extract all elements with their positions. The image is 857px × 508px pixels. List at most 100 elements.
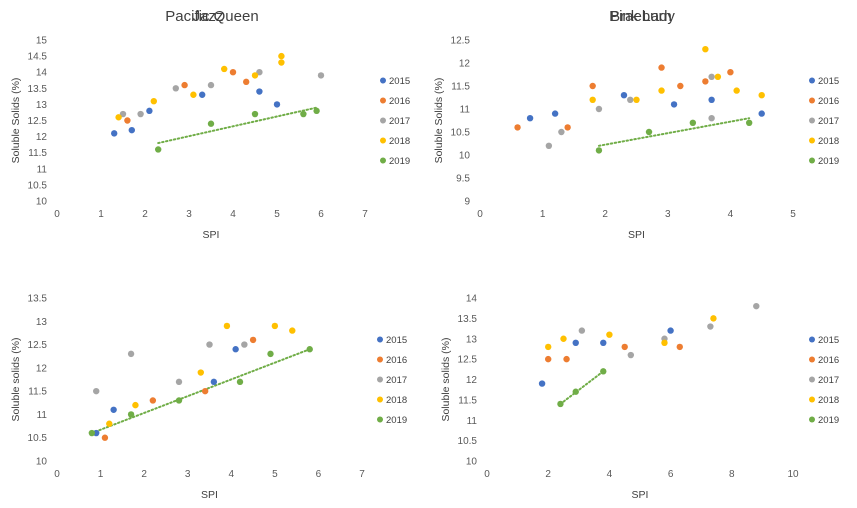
legend-marker-2015 [809,336,815,343]
legend-marker-2016 [377,356,383,363]
data-point-2017 [753,302,760,310]
y-tick-label: 11.5 [458,395,477,406]
y-tick-label: 11 [460,105,471,116]
data-point-2017 [175,378,183,386]
legend-label: 2015 [389,76,410,87]
y-tick-label: 9 [464,197,470,208]
x-tick-label: 0 [484,469,490,480]
data-point-2017 [627,96,634,104]
data-point-2017 [627,351,635,359]
legend-label: 2018 [386,395,407,406]
data-point-2016 [676,343,683,351]
legend-marker-2017 [809,376,815,383]
data-point-2018 [223,322,231,330]
y-tick-label: 11.5 [451,82,470,93]
y-tick-label: 11.5 [28,387,47,398]
legend-marker-2017 [380,117,386,124]
x-tick-label: 5 [272,469,278,480]
data-point-2019 [745,119,753,127]
legend-marker-2019 [809,157,815,164]
data-point-2019 [689,119,697,127]
data-point-2017 [707,323,714,330]
data-point-2016 [201,387,209,395]
data-point-2018 [714,73,722,81]
data-point-2019 [600,368,607,375]
x-tick-label: 4 [230,209,236,220]
data-point-2018 [278,59,285,66]
x-tick-label: 1 [540,209,546,220]
data-point-2016 [249,336,257,344]
data-point-2015 [572,339,579,347]
data-point-2016 [229,69,237,76]
legend-label: 2017 [386,375,407,386]
data-point-2018 [150,97,157,105]
legend-marker-2019 [809,416,815,423]
y-tick-label: 10 [36,197,48,208]
data-point-2015 [526,115,534,122]
legend-label: 2019 [389,156,410,167]
y-tick-label: 10.5 [458,436,478,447]
data-point-2017 [558,128,565,136]
data-point-2018 [661,339,668,347]
data-point-2018 [560,335,567,342]
legend-marker-2015 [380,77,386,84]
data-point-2018 [710,315,717,322]
data-point-2017 [545,142,553,149]
x-tick-label: 6 [316,469,322,480]
legend-marker-2017 [377,376,383,383]
data-point-2017 [256,69,263,76]
data-point-2015 [620,92,628,99]
data-point-2019 [572,388,579,395]
y-tick-label: 13.5 [28,84,48,95]
x-tick-label: 1 [98,209,104,220]
data-point-2015 [551,110,559,117]
data-point-2018 [115,114,122,121]
trendline-2019 [157,106,318,145]
data-point-2019 [595,147,603,154]
y-axis-title: Soluble Solids (%) [10,78,22,164]
legend-label: 2018 [818,395,839,406]
legend-marker-2015 [377,336,383,343]
legend-marker-2018 [809,396,815,403]
data-point-2015 [273,101,281,108]
legend-marker-2015 [809,77,815,84]
legend-label: 2019 [818,156,839,167]
data-point-2015 [110,406,117,413]
data-point-2019 [175,397,183,404]
legend-label: 2018 [389,136,410,147]
y-tick-label: 10 [36,457,48,468]
legend-label: 2016 [818,96,839,107]
y-tick-label: 13 [466,334,478,345]
legend-marker-2016 [809,356,815,363]
x-tick-label: 7 [362,209,368,220]
x-tick-label: 3 [185,469,191,480]
data-point-2017 [137,110,144,118]
data-point-2018 [633,96,640,104]
data-point-2015 [210,378,218,386]
data-point-2016 [149,397,157,404]
y-tick-label: 12 [459,59,471,70]
chart-title: Jazz [193,8,224,25]
data-point-2019 [306,346,313,353]
data-point-2015 [232,346,239,353]
data-point-2018 [606,331,613,338]
legend-marker-2016 [380,97,386,104]
data-point-2016 [101,434,109,441]
data-point-2017 [578,327,586,334]
x-tick-label: 0 [477,209,483,220]
data-point-2018 [758,92,765,99]
data-point-2015 [199,91,206,98]
y-axis-title: Soluble Solids (%) [433,78,445,164]
data-point-2019 [155,146,162,153]
y-tick-label: 14 [36,68,48,79]
data-point-2019 [207,120,215,127]
data-point-2018 [658,87,665,94]
data-point-2015 [128,126,135,134]
y-tick-label: 11 [467,416,478,427]
data-point-2017 [127,350,135,358]
x-tick-label: 5 [274,209,280,220]
legend-label: 2017 [389,116,410,127]
x-tick-label: 4 [728,209,734,220]
legend-label: 2017 [818,116,839,127]
